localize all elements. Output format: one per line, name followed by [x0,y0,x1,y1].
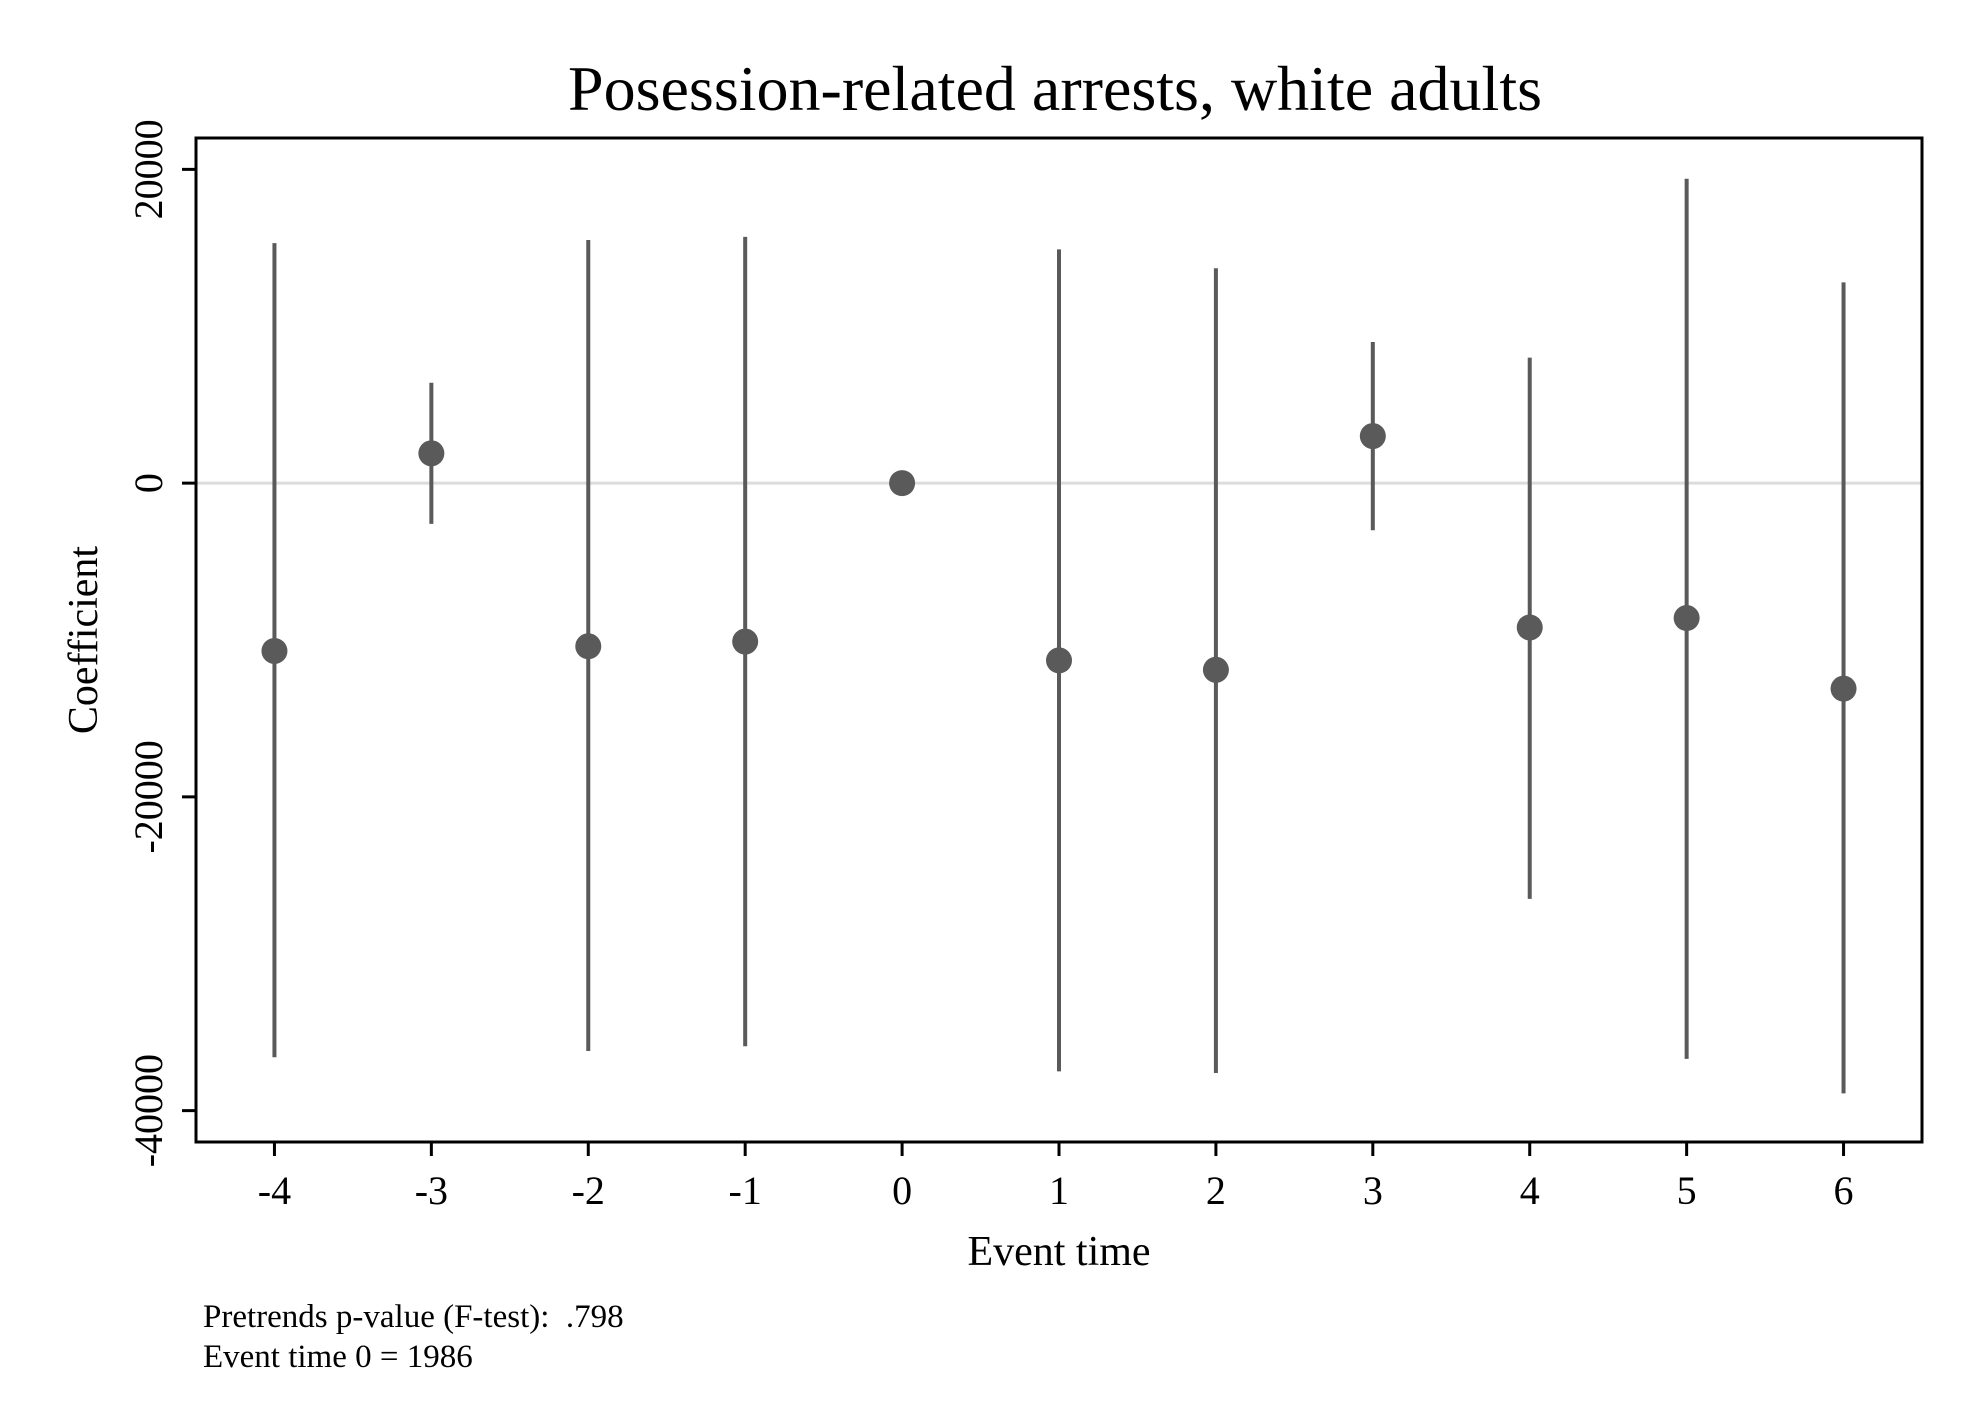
coefficient-point-6 [1830,675,1857,702]
y-tick-label--20000: -20000 [126,740,171,853]
x-tick-label-2: 2 [1206,1168,1226,1213]
x-tick-label--3: -3 [415,1168,448,1213]
x-tick-label--4: -4 [258,1168,291,1213]
y-axis-label: Coefficient [61,546,107,734]
coefficient-point--2 [575,633,602,660]
event-time-note: Event time 0 = 1986 [203,1339,473,1375]
coefficient-point-4 [1516,614,1543,641]
y-tick-label-0: 0 [126,473,171,493]
y-tick-label-20000: 20000 [126,119,171,219]
x-tick-label--2: -2 [572,1168,605,1213]
y-axis: -40000 -20000 0 20000 [126,119,196,1167]
x-tick-label-4: 4 [1520,1168,1540,1213]
x-tick-label-6: 6 [1834,1168,1854,1213]
x-tick-label-1: 1 [1049,1168,1069,1213]
x-tick-label-5: 5 [1677,1168,1697,1213]
coefficient-point--3 [418,440,445,467]
x-axis: -4 -3 -2 -1 0 1 2 3 4 5 6 [258,1142,1854,1213]
coefficient-point--4 [261,637,288,664]
coefficient-point-5 [1673,605,1700,632]
coefficient-point--1 [732,628,759,655]
pretrends-note: Pretrends p-value (F-test): .798 [203,1299,624,1335]
chart-title: Posession-related arrests, white adults [568,53,1542,124]
x-tick-label--1: -1 [729,1168,762,1213]
x-tick-label-0: 0 [892,1168,912,1213]
coefficient-point-1 [1046,647,1072,674]
coefficient-point-group [261,423,1857,702]
x-axis-label: Event time [967,1229,1150,1275]
coefficient-point-2 [1202,656,1229,683]
coefficient-point-0 [889,470,916,497]
coefficient-point-3 [1359,423,1386,450]
x-tick-label-3: 3 [1363,1168,1383,1213]
y-tick-label--40000: -40000 [126,1054,171,1167]
